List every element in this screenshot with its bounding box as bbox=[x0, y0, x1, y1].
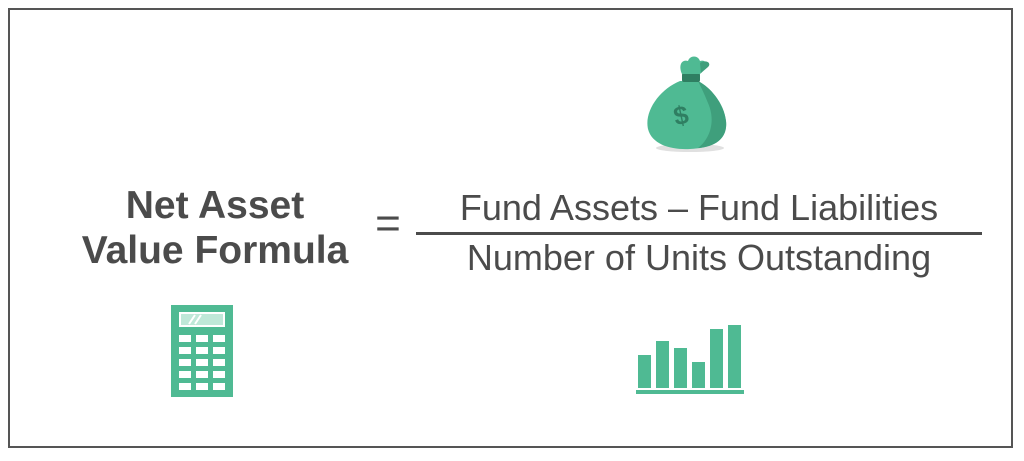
bar-chart-bar bbox=[674, 348, 687, 388]
formula-denominator: Number of Units Outstanding bbox=[466, 237, 932, 278]
diagram-frame: $ Net Asset Value Formula = Fund Assets … bbox=[8, 8, 1013, 448]
bar-chart-bar bbox=[638, 355, 651, 388]
formula-lhs-line1: Net Asset bbox=[125, 184, 305, 227]
formula-lhs: Net Asset Value Formula bbox=[50, 183, 380, 273]
bar-chart-bar bbox=[728, 325, 741, 388]
calculator-icon bbox=[171, 305, 233, 397]
money-bag-icon: $ bbox=[647, 56, 727, 152]
fraction-bar bbox=[416, 232, 982, 235]
formula-numerator: Fund Assets – Fund Liabilities bbox=[459, 187, 939, 228]
bar-chart-bar bbox=[656, 341, 669, 388]
bar-chart-bar bbox=[692, 362, 705, 388]
formula-lhs-line2: Value Formula bbox=[81, 229, 349, 272]
dollar-symbol: $ bbox=[671, 99, 692, 131]
equals-sign: = bbox=[375, 199, 401, 248]
bar-chart-bar bbox=[710, 329, 723, 388]
bar-chart-baseline bbox=[636, 390, 744, 394]
bar-chart-icon bbox=[636, 325, 744, 394]
